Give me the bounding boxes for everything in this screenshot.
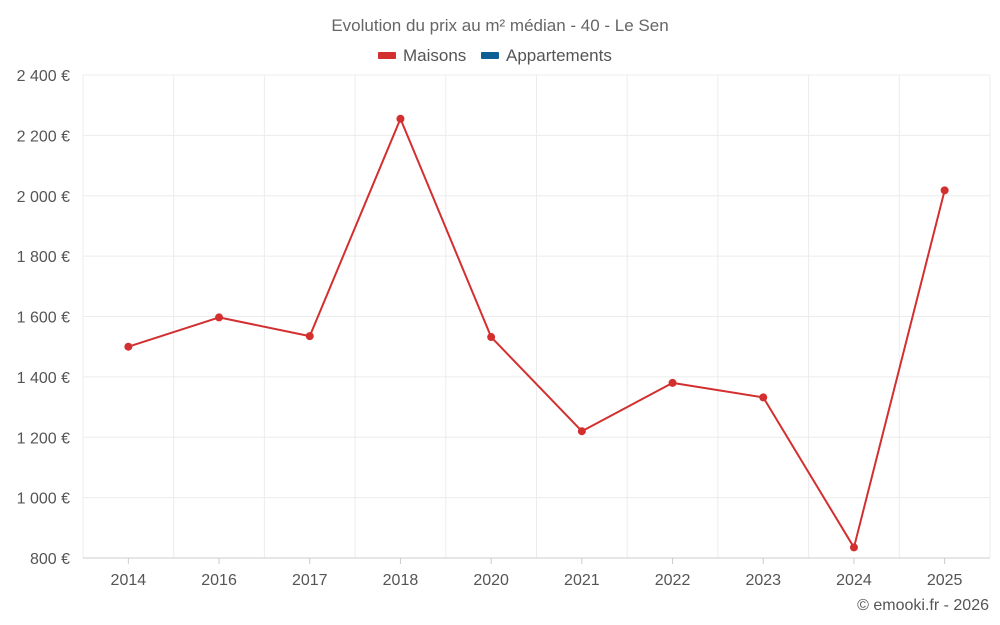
data-point[interactable] (849, 543, 858, 552)
legend-label-appartements[interactable]: Appartements (506, 46, 612, 65)
x-axis: 2014 2016 2017 2018 2020 2021 2022 2023 2024 2025 (83, 557, 990, 589)
data-point[interactable] (124, 342, 133, 351)
x-tick-label: 2020 (473, 572, 509, 589)
y-tick-label: 1 600 € (17, 310, 70, 327)
data-point[interactable] (487, 333, 496, 342)
y-tick-label: 1 000 € (17, 491, 70, 508)
legend-swatch-appartements[interactable] (481, 52, 499, 59)
y-tick-label: 2 000 € (17, 189, 70, 206)
x-tick-label: 2016 (201, 572, 237, 589)
grid (82, 74, 991, 558)
x-tick-label: 2018 (383, 572, 419, 589)
x-tick-label: 2022 (655, 572, 691, 589)
data-point[interactable] (577, 427, 586, 436)
legend-label-maisons[interactable]: Maisons (403, 46, 466, 65)
data-point[interactable] (940, 186, 949, 195)
x-tick-label: 2025 (927, 572, 963, 589)
y-axis: 800 € 1 000 € 1 200 € 1 400 € 1 600 € 1 800 €… (17, 68, 70, 568)
data-point[interactable] (305, 332, 314, 341)
x-tick-label: 2014 (111, 572, 147, 589)
y-tick-label: 1 400 € (17, 370, 70, 387)
y-tick-label: 800 € (30, 551, 70, 568)
data-point[interactable] (396, 114, 405, 123)
y-tick-label: 1 800 € (17, 249, 70, 266)
x-tick-label: 2017 (292, 572, 328, 589)
data-point[interactable] (759, 393, 768, 402)
y-tick-label: 2 200 € (17, 128, 70, 145)
legend: Maisons Appartements (378, 46, 612, 65)
chart-title: Evolution du prix au m² médian - 40 - Le… (331, 16, 668, 35)
legend-swatch-maisons[interactable] (378, 52, 396, 59)
series-line (128, 117, 946, 549)
x-tick-label: 2023 (745, 572, 781, 589)
y-tick-label: 1 200 € (17, 430, 70, 447)
data-point[interactable] (215, 313, 224, 322)
data-point[interactable] (668, 378, 677, 387)
credit-text: © emooki.fr - 2026 (857, 597, 989, 614)
x-tick-label: 2021 (564, 572, 600, 589)
x-tick-label: 2024 (836, 572, 872, 589)
y-tick-label: 2 400 € (17, 68, 70, 85)
series-maisons (124, 114, 949, 552)
